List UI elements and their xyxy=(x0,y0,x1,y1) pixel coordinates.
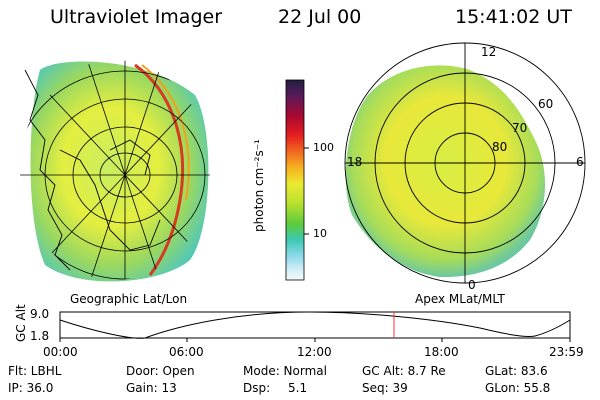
geo-auroral-image xyxy=(30,61,209,282)
xtick-0000: 00:00 xyxy=(43,345,78,359)
seq-info: Seq: 39 xyxy=(362,381,408,395)
mlat-label-80: 80 xyxy=(492,140,508,154)
mode-info: Mode: Normal xyxy=(243,364,327,378)
coastline xyxy=(24,69,161,271)
mlt-label-12: 12 xyxy=(481,45,497,59)
apex-polar-plot xyxy=(344,42,586,284)
date-label: 22 Jul 00 xyxy=(278,6,362,28)
gcalt-info: GC Alt: 8.7 Re xyxy=(362,364,446,378)
xtick-1800: 18:00 xyxy=(424,345,459,359)
auroral-arc xyxy=(134,63,185,276)
glat-info: GLat: 83.6 xyxy=(485,364,548,378)
instrument-title: Ultraviolet Imager xyxy=(50,6,223,28)
glon-info: GLon: 55.8 xyxy=(485,381,551,395)
mlat-label-60: 60 xyxy=(538,97,554,111)
mlat-label-70: 70 xyxy=(512,121,528,135)
door-info: Door: Open xyxy=(126,364,195,378)
colorbar xyxy=(285,79,305,281)
xtick-1200: 12:00 xyxy=(297,345,332,359)
dsp-value: 5.1 xyxy=(288,381,308,395)
ip-info: IP: 36.0 xyxy=(8,381,54,395)
mlt-label-6: 6 xyxy=(576,155,584,169)
filter-info: Flt: LBHL xyxy=(8,364,62,378)
altitude-ytick-bottom: 1.8 xyxy=(30,329,50,343)
geographic-map xyxy=(20,60,210,282)
colorbar-tick-10: 10 xyxy=(313,227,327,240)
altitude-ytick-top: 9.0 xyxy=(30,307,50,321)
dsp-info: Dsp: xyxy=(243,381,271,395)
colorbar-tick-100: 100 xyxy=(313,141,334,154)
altitude-curve xyxy=(59,311,571,339)
apex-auroral-image xyxy=(345,65,546,278)
altitude-ylabel: GC Alt xyxy=(14,304,28,342)
apex-label: Apex MLat/MLT xyxy=(415,292,505,306)
colorbar-unit-label: photon cm⁻²s⁻¹ xyxy=(252,139,266,232)
mlt-label-0: 0 xyxy=(468,278,476,292)
mlt-label-18: 18 xyxy=(347,155,363,169)
geographic-label: Geographic Lat/Lon xyxy=(70,292,188,306)
xtick-2359: 23:59 xyxy=(549,345,584,359)
altitude-plot xyxy=(59,311,571,342)
time-label: 15:41:02 UT xyxy=(455,6,572,28)
xtick-0600: 06:00 xyxy=(169,345,204,359)
gain-info: Gain: 13 xyxy=(126,381,177,395)
